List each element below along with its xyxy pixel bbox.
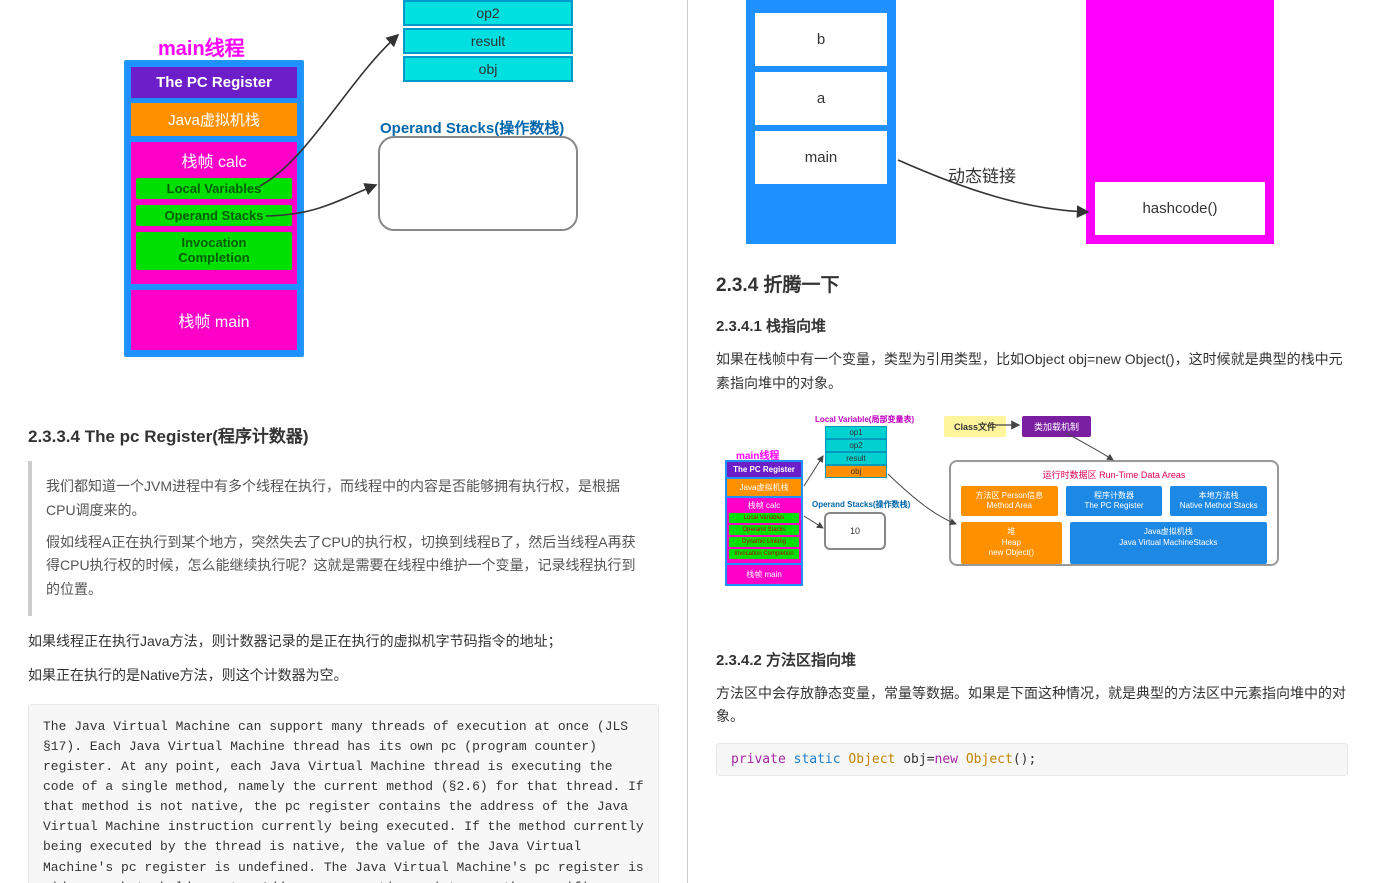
jvm-box-mini: The PC Register Java虚拟机栈 栈帧 calc Local V… <box>725 460 803 586</box>
pc-mini: The PC Register <box>727 462 801 477</box>
frame-main: 栈帧 main <box>131 290 297 350</box>
operand-stacks-title: Operand Stacks(操作数栈) <box>380 117 564 138</box>
frame-calc-title: 栈帧 calc <box>136 148 292 172</box>
jls-quote-code: The Java Virtual Machine can support man… <box>28 704 659 883</box>
ops-box-mini: 10 <box>824 512 886 550</box>
java-stack-label: Java虚拟机栈 <box>131 103 297 136</box>
dynamic-link-diagram: b a main 动态链接 hashcode() <box>716 0 1348 248</box>
op-cell: op2 <box>403 0 573 26</box>
pc-register-box: The PC Register <box>131 67 297 98</box>
stack-cell: b <box>754 12 888 67</box>
op-cell: result <box>403 28 573 54</box>
heading-234: 2.3.4 折腾一下 <box>716 270 1348 297</box>
hashcode-cell: hashcode() <box>1094 181 1266 236</box>
stack-cell: a <box>754 71 888 126</box>
frame-main-mini: 栈帧 main <box>727 565 801 584</box>
rt-row2: 堆Heapnew Object()Java虚拟机栈Java Virtual Ma… <box>961 522 1267 563</box>
paragraph: 如果线程正在执行Java方法，则计数器记录的是正在执行的虚拟机字节码指令的地址； <box>28 630 659 654</box>
code-snippet: private static Object obj=new Object(); <box>716 743 1348 776</box>
jvm-box: The PC Register Java虚拟机栈 栈帧 calc Local V… <box>124 60 304 357</box>
frame-calc: 栈帧 calc Local Variables Operand Stacks I… <box>131 142 297 284</box>
rt-box: Java虚拟机栈Java Virtual MachineStacks <box>1070 522 1267 563</box>
left-column: main线程 The PC Register Java虚拟机栈 栈帧 calc … <box>0 0 688 883</box>
op-cells: op2 result obj <box>403 0 573 84</box>
rt-title: 运行时数据区 Run-Time Data Areas <box>961 468 1267 481</box>
runtime-data-areas: 运行时数据区 Run-Time Data Areas 方法区 Person信息M… <box>949 460 1279 566</box>
op-cell: obj <box>403 56 573 82</box>
rt-box: 程序计数器The PC Register <box>1066 486 1163 517</box>
calc-mini: 栈帧 calc Local Variables Operand Stacks D… <box>727 498 801 563</box>
lv-cell: op2 <box>825 439 887 452</box>
rt-row1: 方法区 Person信息Method Area 程序计数器The PC Regis… <box>961 486 1267 517</box>
paragraph: 如果正在执行的是Native方法，则这个计数器为空。 <box>28 664 659 688</box>
invocation-completion-box: Invocation Completion <box>136 232 292 270</box>
js-mini: Java虚拟机栈 <box>727 479 801 496</box>
blockquote: 我们都知道一个JVM进程中有多个线程在执行，而线程中的内容是否能够拥有执行权，是… <box>28 461 659 616</box>
heading-2342: 2.3.4.2 方法区指向堆 <box>716 649 1348 670</box>
lv-cell: obj <box>825 465 887 478</box>
rt-box: 堆Heapnew Object() <box>961 522 1062 563</box>
paragraph: 如果在栈帧中有一个变量，类型为引用类型，比如Object obj=new Obj… <box>716 348 1348 396</box>
local-variables-box: Local Variables <box>136 178 292 199</box>
jvm-diagram-left: main线程 The PC Register Java虚拟机栈 栈帧 calc … <box>28 0 659 400</box>
lv-table-mini: op1 op2 result obj <box>825 426 887 478</box>
blockquote-p1: 我们都知道一个JVM进程中有多个线程在执行，而线程中的内容是否能够拥有执行权，是… <box>46 475 645 523</box>
stack-cell: main <box>754 130 888 185</box>
method-column: hashcode() <box>1086 0 1274 244</box>
ops-title-mini: Operand Stacks(操作数栈) <box>812 499 910 510</box>
operand-stacks-mini: Operand Stacks <box>136 205 292 226</box>
lv-cell: op1 <box>825 426 887 439</box>
class-loader-box: 类加载机制 <box>1022 416 1091 437</box>
operand-stacks-box <box>378 136 578 231</box>
runtime-areas-diagram: main线程 The PC Register Java虚拟机栈 栈帧 calc … <box>716 406 1348 631</box>
rt-box: 方法区 Person信息Method Area <box>961 486 1058 517</box>
mini-box: Dynamic Linking <box>729 537 799 547</box>
mini-box: Invocation Completion <box>729 549 799 559</box>
blockquote-p2: 假如线程A正在执行到某个地方，突然失去了CPU的执行权，切换到线程B了，然后当线… <box>46 531 645 602</box>
mini-box: Operand Stacks <box>729 525 799 535</box>
heading-2341: 2.3.4.1 栈指向堆 <box>716 315 1348 336</box>
mini-box: Local Variables <box>729 513 799 523</box>
rt-box: 本地方法栈Native Method Stacks <box>1170 486 1267 517</box>
right-column: b a main 动态链接 hashcode() 2.3.4 折腾一下 2.3.… <box>688 0 1376 883</box>
heading-2334: 2.3.3.4 The pc Register(程序计数器) <box>28 422 659 447</box>
lv-title-mini: Local Variable(局部变量表) <box>815 414 914 425</box>
stack-column: b a main <box>746 0 896 244</box>
lv-cell: result <box>825 452 887 465</box>
main-thread-title: main线程 <box>158 32 245 61</box>
paragraph: 方法区中会存放静态变量，常量等数据。如果是下面这种情况，就是典型的方法区中元素指… <box>716 682 1348 730</box>
class-file-box: Class文件 <box>944 416 1006 437</box>
dynamic-link-label: 动态链接 <box>948 162 1016 187</box>
calc-title-mini: 栈帧 calc <box>729 500 799 511</box>
